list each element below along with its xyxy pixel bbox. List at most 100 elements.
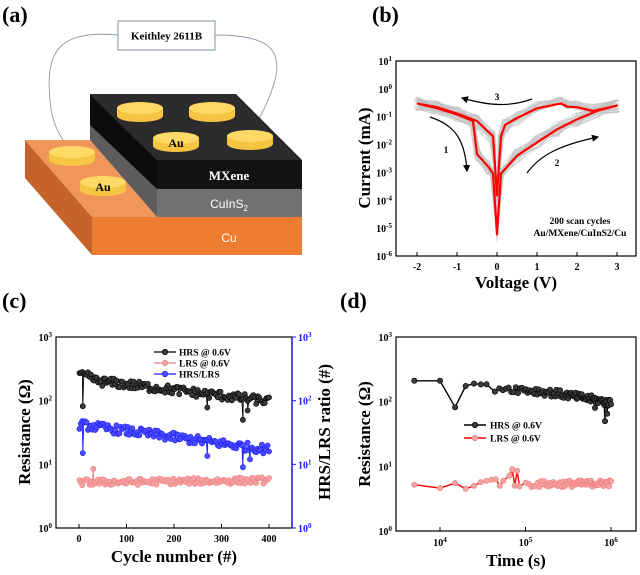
data-point [477,479,484,486]
au-electrode: Au [80,176,126,196]
au-electrode: Au [153,132,199,152]
legend-label-d: HRS @ 0.6V [490,422,542,432]
y-axis-title-d: Resistance (Ω) [355,381,374,487]
y-tick-label-b: 10-2 [376,139,392,152]
plot-frame-d [395,336,637,532]
plot-frame-b [395,60,637,257]
data-point [253,480,260,486]
au-electrode [227,130,273,150]
y2-tick-label-c: 102 [298,395,312,408]
x-tick-label-c: 100 [119,534,134,545]
legend-label-c: HRS @ 0.6V [179,349,231,359]
x-tick-label-d: 106 [604,536,618,549]
series-1-c [76,465,272,488]
data-point [169,390,175,397]
chart-retention: 104 105 106 103 102 101 100 Time (s) Resistan… [355,331,637,570]
highlight-cycle-line [416,102,619,236]
panel-label-c: (c) [2,288,26,313]
data-point [240,442,247,448]
x-tick-label-d: 105 [519,536,533,549]
x-axis-title-c: Cycle number (#) [111,547,237,566]
x-tick-label-b: 1 [535,262,540,273]
arrow-label-3: 3 [495,93,500,103]
series-1-d [411,466,614,492]
au-electrode [49,146,95,166]
data-point [601,418,608,425]
arrow-3 [460,96,533,106]
cu-label: Cu [221,231,236,245]
au-electrode [189,102,235,122]
data-point [514,467,521,474]
arrow-1 [429,116,471,173]
data-point [436,485,443,492]
data-point [516,483,523,490]
keithley-box [117,20,216,51]
au-electrodes: Au Au [49,102,273,196]
data-point [99,382,106,389]
data-point [477,381,484,388]
data-point [462,485,469,492]
x-tick-label-c: 300 [214,534,229,545]
au-label: Au [168,136,184,150]
x-tick-label-b: -1 [453,262,461,273]
data-point [266,394,272,401]
data-point [606,483,613,490]
legend-label-c: HRS/LRS [179,371,220,381]
y-tick-label-b: 101 [379,55,393,68]
data-point [176,391,183,398]
data-point [496,482,503,489]
x-axis-title-d: Time (s) [486,551,546,570]
data-point [144,380,151,387]
data-point [436,377,443,384]
mxene-label: MXene [209,168,250,183]
y-tick-label-d: 103 [379,331,393,344]
data-point [204,404,211,411]
arrow-label-1: 1 [444,146,449,156]
x-tick-label-b: 3 [615,262,620,273]
device-schematic: Keithley 2611B MXene CuInS2 Cu Au Au [25,20,302,255]
data-point [236,391,242,398]
cuins2-label: CuInS2 [210,197,248,213]
data-point [264,442,271,449]
cu-side-face [25,140,92,255]
data-point [228,397,235,404]
data-point [505,384,512,391]
y-axis-title-c: Resistance (Ω) [15,379,34,485]
data-point [491,388,498,395]
data-point [604,410,611,417]
data-point [266,448,272,455]
data-point [83,419,90,426]
data-point [411,377,418,384]
y2-tick-label-c: 100 [298,522,312,535]
legend-label-c: LRS @ 0.6V [179,360,230,370]
y-tick-label-b: 10-5 [376,222,392,235]
data-point [116,430,123,437]
legend-marker-d [471,434,479,442]
data-point [191,440,198,447]
y-axis-title-b: Current (mA) [355,107,374,208]
y2-tick-label-c: 101 [298,458,312,471]
annotation-line-1: 200 scan cycles [550,217,611,227]
y-tick-label-d: 102 [379,396,393,409]
data-point [79,450,86,456]
data-point [247,456,253,463]
y-tick-label-b: 10-4 [376,194,392,207]
x-tick-label-c: 200 [167,534,182,545]
data-point [483,477,490,484]
data-point [556,387,563,394]
legend-d: HRS @ 0.6V LRS @ 0.6V [464,422,542,445]
legend-marker-c [161,359,169,367]
data-point [462,382,469,389]
data-point [452,404,459,411]
data-point [266,475,272,481]
data-point [607,478,614,485]
chart-iv-curve: -2 -1 0 1 2 3 10110010-110-210-310-410-510-6 … [355,55,637,292]
data-point [452,480,459,487]
y-tick-label-b: 10-6 [376,250,392,263]
data-point [136,432,143,439]
panel-label-a: (a) [2,2,28,27]
y-tick-label-b: 100 [379,83,393,96]
legend-marker-d [471,421,479,429]
